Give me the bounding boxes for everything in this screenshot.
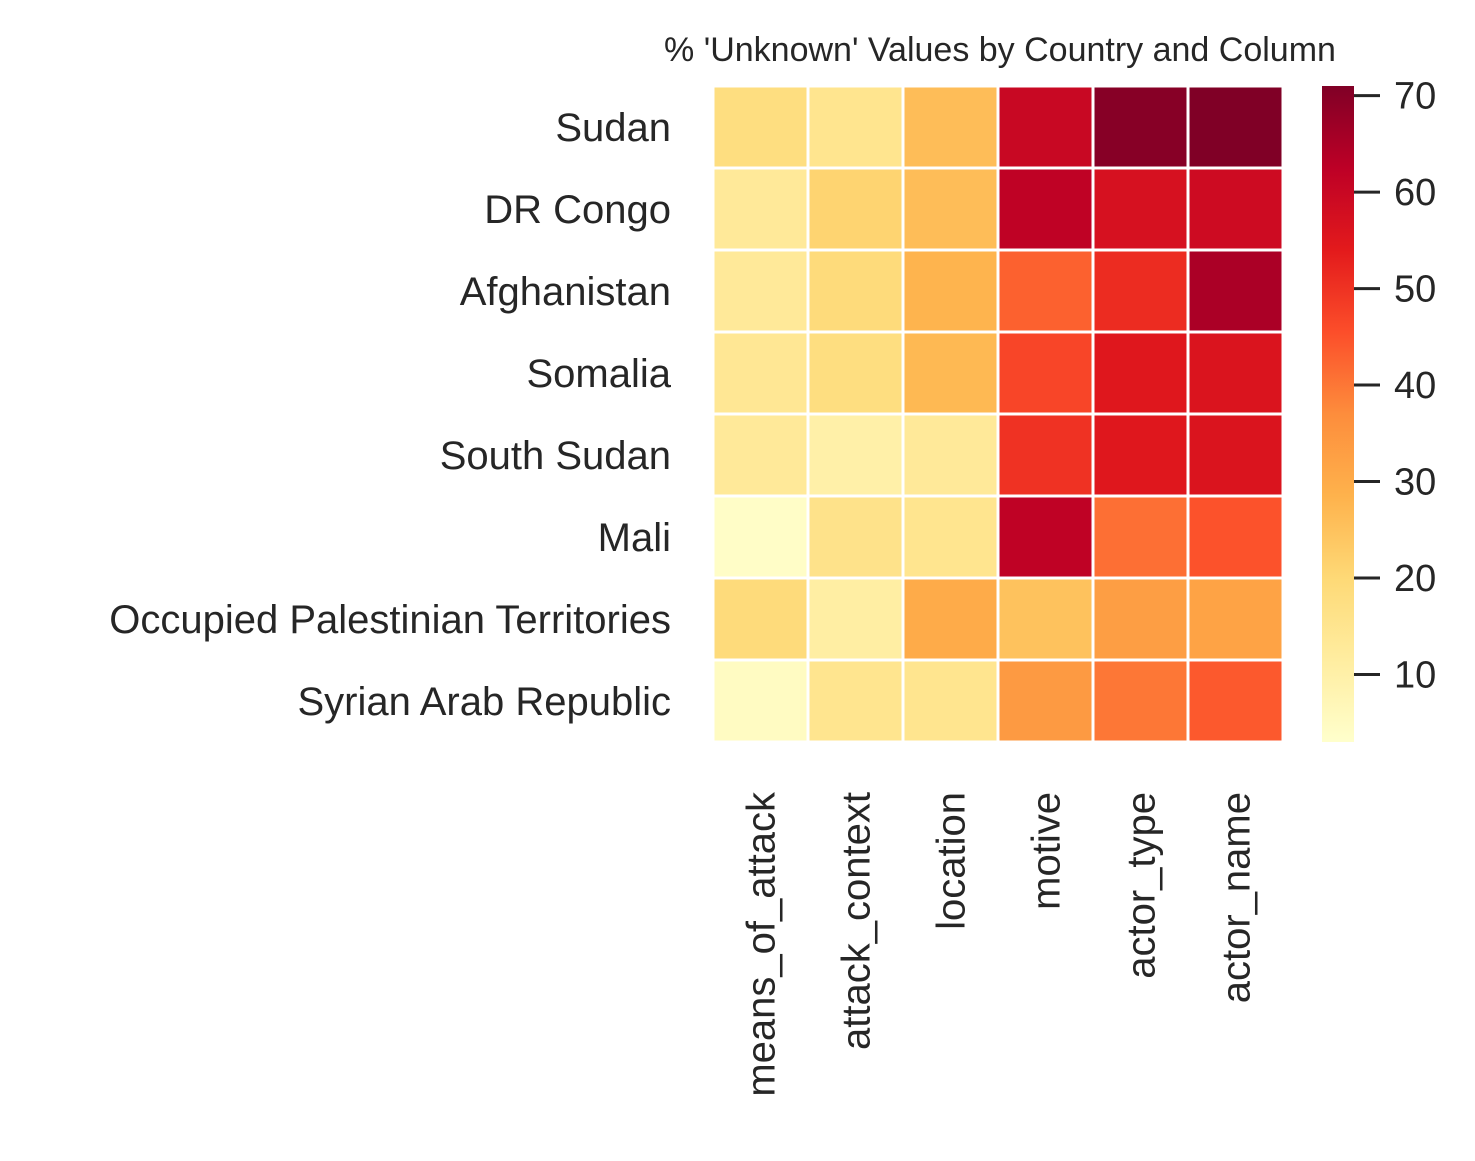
row-label: Afghanistan (460, 270, 671, 314)
heatmap-cell (711, 412, 810, 498)
heatmap-cell (806, 576, 905, 662)
heatmap-cell (806, 412, 905, 498)
heatmap-cell (1186, 658, 1285, 744)
heatmap-cell (901, 576, 1000, 662)
colorbar-tick-label: 40 (1394, 365, 1436, 407)
heatmap-cell (806, 330, 905, 416)
column-label: attack_context (835, 792, 879, 1050)
heatmap-cell (996, 658, 1095, 744)
heatmap-cells (711, 84, 1285, 744)
column-label: motive (1025, 792, 1069, 910)
heatmap-cell (806, 248, 905, 334)
heatmap-cell (901, 412, 1000, 498)
colorbar-tick-label: 60 (1394, 172, 1436, 214)
heatmap-cell (806, 658, 905, 744)
row-label: Syrian Arab Republic (297, 680, 671, 724)
heatmap-cell (1091, 576, 1190, 662)
heatmap-cell (1091, 412, 1190, 498)
chart-title: % 'Unknown' Values by Country and Column (664, 31, 1336, 69)
heatmap-cell (711, 658, 810, 744)
heatmap-cell (996, 330, 1095, 416)
colorbar: 10 20 30 40 50 60 70 (1322, 76, 1436, 742)
heatmap-cell (806, 84, 905, 170)
heatmap-cell (996, 494, 1095, 580)
heatmap-cell (1186, 412, 1285, 498)
column-label: means_of_attack (740, 791, 784, 1097)
heatmap-cell (901, 166, 1000, 252)
heatmap-cell (1186, 494, 1285, 580)
heatmap-cell (901, 658, 1000, 744)
heatmap-cell (806, 166, 905, 252)
heatmap-cell (711, 494, 810, 580)
colorbar-tick-label: 30 (1394, 462, 1436, 504)
colorbar-tick-label: 70 (1394, 76, 1436, 118)
heatmap-cell (996, 84, 1095, 170)
heatmap-cell (996, 248, 1095, 334)
heatmap-cell (1091, 248, 1190, 334)
column-label: actor_type (1120, 792, 1164, 979)
heatmap-cell (1091, 166, 1190, 252)
heatmap-cell (711, 248, 810, 334)
row-label: Sudan (555, 106, 671, 150)
row-label: DR Congo (484, 188, 671, 232)
heatmap-cell (1091, 84, 1190, 170)
column-label: actor_name (1215, 792, 1259, 1003)
heatmap-cell (806, 494, 905, 580)
heatmap-cell (1186, 84, 1285, 170)
row-label: Somalia (526, 352, 671, 396)
heatmap-cell (711, 84, 810, 170)
colorbar-tick-label: 50 (1394, 269, 1436, 311)
heatmap-cell (1186, 248, 1285, 334)
heatmap-cell (901, 494, 1000, 580)
heatmap-cell (1186, 576, 1285, 662)
heatmap-cell (1186, 166, 1285, 252)
heatmap-cell (1091, 494, 1190, 580)
heatmap-cell (1091, 330, 1190, 416)
heatmap-cell (996, 576, 1095, 662)
row-label: Mali (598, 516, 671, 560)
column-labels: means_of_attack attack_context location mot… (740, 791, 1259, 1097)
heatmap-cell (711, 576, 810, 662)
heatmap-cell (711, 166, 810, 252)
heatmap-cell (901, 330, 1000, 416)
heatmap-cell (996, 166, 1095, 252)
row-label: South Sudan (440, 434, 671, 478)
colorbar-tick-label: 20 (1394, 558, 1436, 600)
colorbar-gradient (1322, 86, 1354, 742)
heatmap-cell (1091, 658, 1190, 744)
heatmap-cell (711, 330, 810, 416)
colorbar-tick-label: 10 (1394, 654, 1436, 696)
heatmap-cell (901, 84, 1000, 170)
heatmap-cell (1186, 330, 1285, 416)
column-label: location (930, 792, 974, 930)
row-label: Occupied Palestinian Territories (109, 598, 671, 642)
heatmap-cell (901, 248, 1000, 334)
row-labels: Sudan DR Congo Afghanistan Somalia South Sud… (109, 106, 672, 724)
heatmap-cell (996, 412, 1095, 498)
